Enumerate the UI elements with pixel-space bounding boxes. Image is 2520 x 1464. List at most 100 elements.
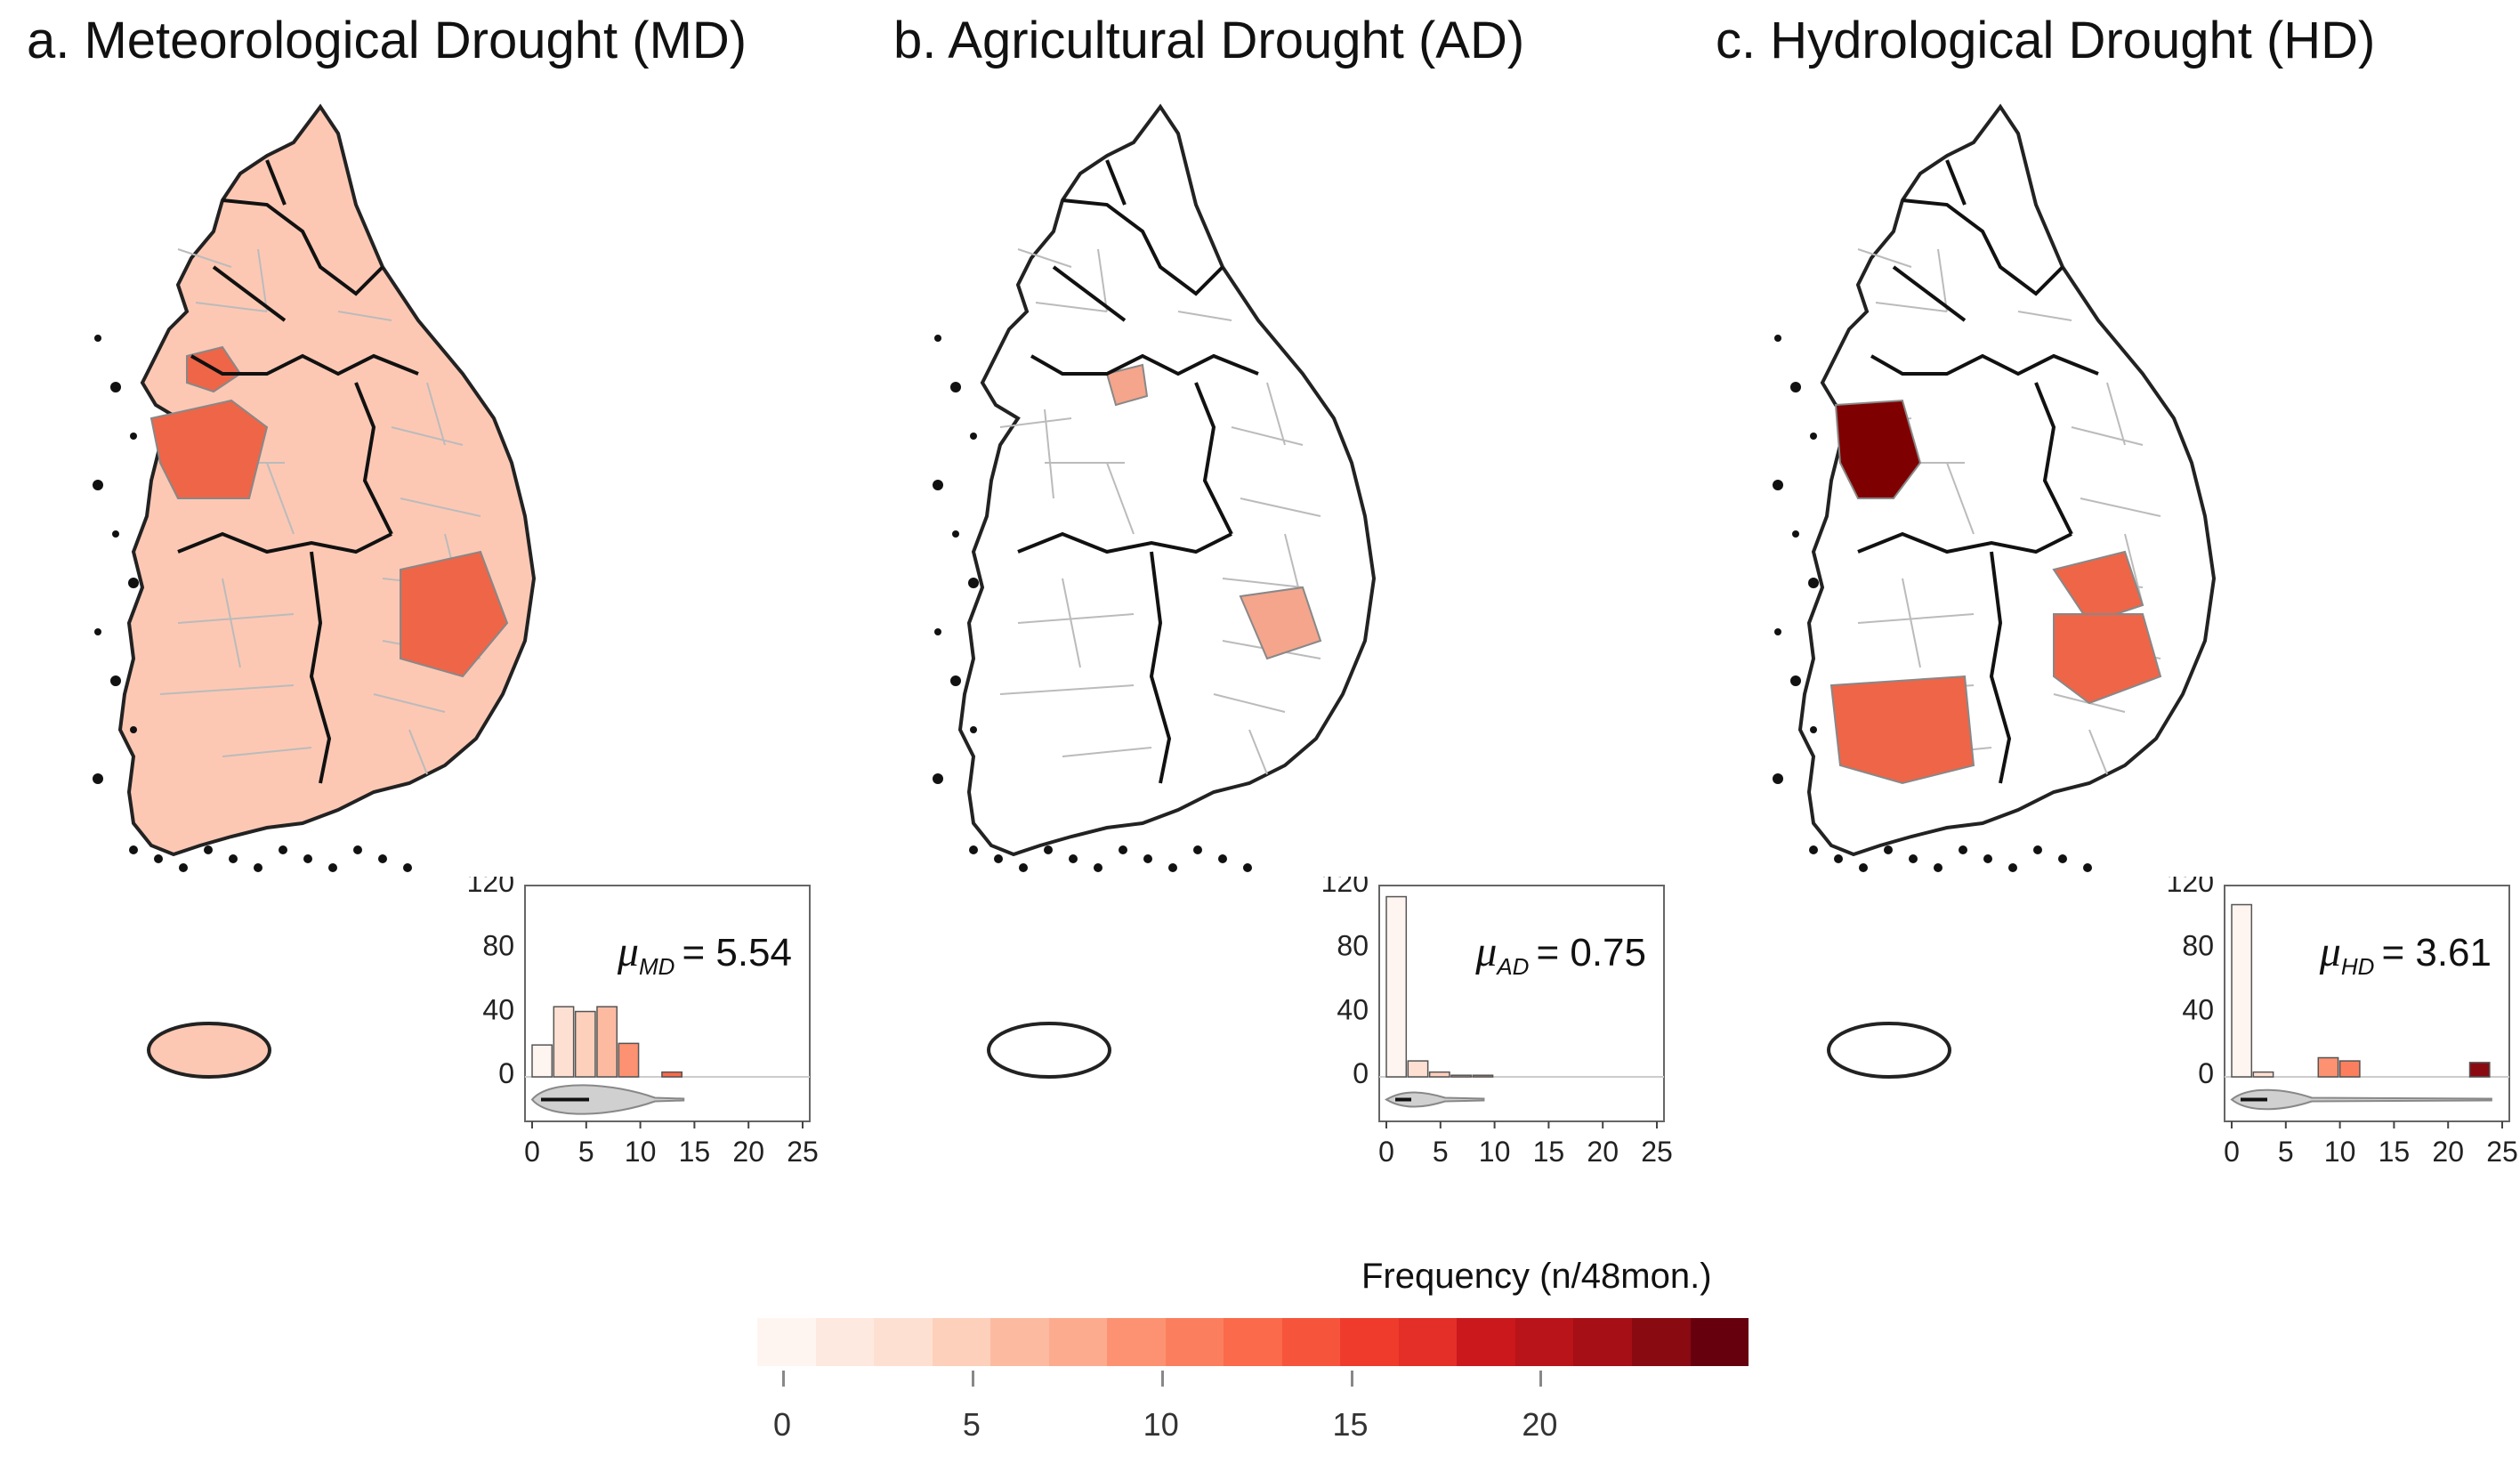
district-boundary bbox=[1213, 693, 1286, 713]
province-boundary bbox=[1892, 265, 1967, 322]
colorbar-tick bbox=[1539, 1371, 1543, 1387]
district-boundary bbox=[1857, 248, 1912, 268]
korea-map bbox=[933, 103, 1377, 1079]
district-boundary bbox=[177, 613, 295, 624]
district-boundary bbox=[1177, 311, 1232, 321]
histogram-bar bbox=[2231, 903, 2253, 1078]
inset-frame bbox=[524, 885, 811, 1122]
island-marker bbox=[93, 480, 103, 490]
island-marker bbox=[328, 863, 337, 872]
province-boundary bbox=[1030, 353, 1259, 376]
island-marker bbox=[129, 845, 138, 854]
histogram-bar bbox=[1472, 1074, 1494, 1078]
histogram-bar bbox=[618, 1042, 640, 1078]
histogram-bar bbox=[574, 1010, 596, 1078]
island-marker bbox=[994, 854, 1003, 863]
panel-agricultural-drought: b. Agricultural Drought (AD) bbox=[840, 0, 1680, 1219]
histogram-bar bbox=[1385, 895, 1408, 1078]
x-tick-label: 0 bbox=[2224, 1136, 2240, 1168]
island-marker bbox=[204, 845, 213, 854]
district-boundary bbox=[222, 747, 312, 757]
mean-label: μMD = 5.54 bbox=[617, 928, 792, 980]
drought-hotspot-region bbox=[149, 399, 269, 499]
island-marker bbox=[1934, 863, 1942, 872]
province-boundary bbox=[1149, 551, 1172, 784]
district-boundary bbox=[1248, 729, 1268, 775]
island-marker bbox=[1773, 773, 1783, 784]
island-marker bbox=[112, 530, 119, 538]
island-marker bbox=[1834, 854, 1843, 863]
province-boundary bbox=[212, 265, 287, 322]
x-tick-label: 5 bbox=[1433, 1136, 1449, 1168]
province-boundary bbox=[354, 382, 393, 535]
histogram-bar bbox=[531, 1044, 553, 1078]
province-boundary bbox=[1062, 198, 1224, 296]
colorbar-tick bbox=[782, 1371, 785, 1387]
jeju-island bbox=[987, 1022, 1111, 1079]
district-boundary bbox=[222, 578, 241, 668]
y-tick-label: 40 bbox=[482, 993, 514, 1025]
island-marker bbox=[1859, 863, 1868, 872]
island-marker bbox=[970, 433, 977, 440]
island-marker bbox=[1909, 854, 1918, 863]
district-boundary bbox=[1097, 248, 1108, 312]
province-boundary bbox=[1194, 382, 1233, 535]
x-tick-label: 20 bbox=[732, 1136, 764, 1168]
histogram-bar bbox=[1450, 1074, 1473, 1078]
y-tick-label: 40 bbox=[1337, 993, 1369, 1025]
y-tick-label: 0 bbox=[498, 1057, 514, 1089]
x-tick-label: 10 bbox=[625, 1136, 657, 1168]
island-marker bbox=[1773, 480, 1783, 490]
district-boundary bbox=[257, 248, 268, 312]
x-tick-label: 20 bbox=[1587, 1136, 1619, 1168]
island-marker bbox=[969, 845, 978, 854]
colorbar-cell bbox=[757, 1318, 816, 1366]
island-marker bbox=[179, 863, 188, 872]
x-tick-label: 5 bbox=[2278, 1136, 2294, 1168]
district-boundary bbox=[159, 684, 295, 695]
island-marker bbox=[1119, 845, 1127, 854]
island-marker bbox=[950, 382, 961, 392]
colorbar-cell bbox=[1631, 1318, 1691, 1366]
district-boundary bbox=[2071, 426, 2144, 446]
panel-title: b. Agricultural Drought (AD) bbox=[893, 12, 1525, 69]
inset-histogram-hd: 120 80 40 0 0 5 10 15 20 25 μHD = 3.61 bbox=[2167, 877, 2518, 1168]
island-marker bbox=[1044, 845, 1053, 854]
island-marker bbox=[1983, 854, 1992, 863]
island-marker bbox=[110, 675, 121, 686]
district-boundary bbox=[1875, 302, 1948, 312]
drought-hotspot-region bbox=[400, 550, 509, 678]
histogram-bar bbox=[661, 1071, 682, 1078]
district-boundary bbox=[266, 462, 295, 535]
colorbar-cell bbox=[1514, 1318, 1574, 1366]
colorbar-cell bbox=[1690, 1318, 1749, 1366]
district-boundary bbox=[1266, 382, 1286, 446]
colorbar-tick-label: 15 bbox=[1332, 1406, 1369, 1443]
island-marker bbox=[1810, 726, 1817, 733]
island-marker bbox=[1168, 863, 1177, 872]
island-marker bbox=[254, 863, 262, 872]
island-marker bbox=[130, 433, 137, 440]
island-marker bbox=[94, 335, 101, 342]
island-marker bbox=[279, 845, 287, 854]
colorbar-cell bbox=[1398, 1318, 1458, 1366]
district-boundary bbox=[1222, 578, 1304, 588]
x-tick-label: 25 bbox=[2486, 1136, 2518, 1168]
colorbar-tick-label: 10 bbox=[1143, 1406, 1179, 1443]
island-marker bbox=[303, 854, 312, 863]
colorbar-cell bbox=[874, 1318, 933, 1366]
inset-frame bbox=[2224, 885, 2510, 1122]
colorbar-tick bbox=[1350, 1371, 1353, 1387]
district-boundary bbox=[1937, 248, 1948, 312]
island-marker bbox=[2083, 863, 2092, 872]
island-marker bbox=[2033, 845, 2042, 854]
colorbar bbox=[757, 1318, 1749, 1366]
histogram-bar bbox=[2338, 1060, 2361, 1078]
island-marker bbox=[933, 480, 943, 490]
island-marker bbox=[130, 726, 137, 733]
island-marker bbox=[1959, 845, 1967, 854]
district-boundary bbox=[1062, 747, 1152, 757]
y-tick-label: 0 bbox=[2198, 1057, 2214, 1089]
district-boundary bbox=[1017, 613, 1135, 624]
district-boundary bbox=[999, 417, 1072, 428]
